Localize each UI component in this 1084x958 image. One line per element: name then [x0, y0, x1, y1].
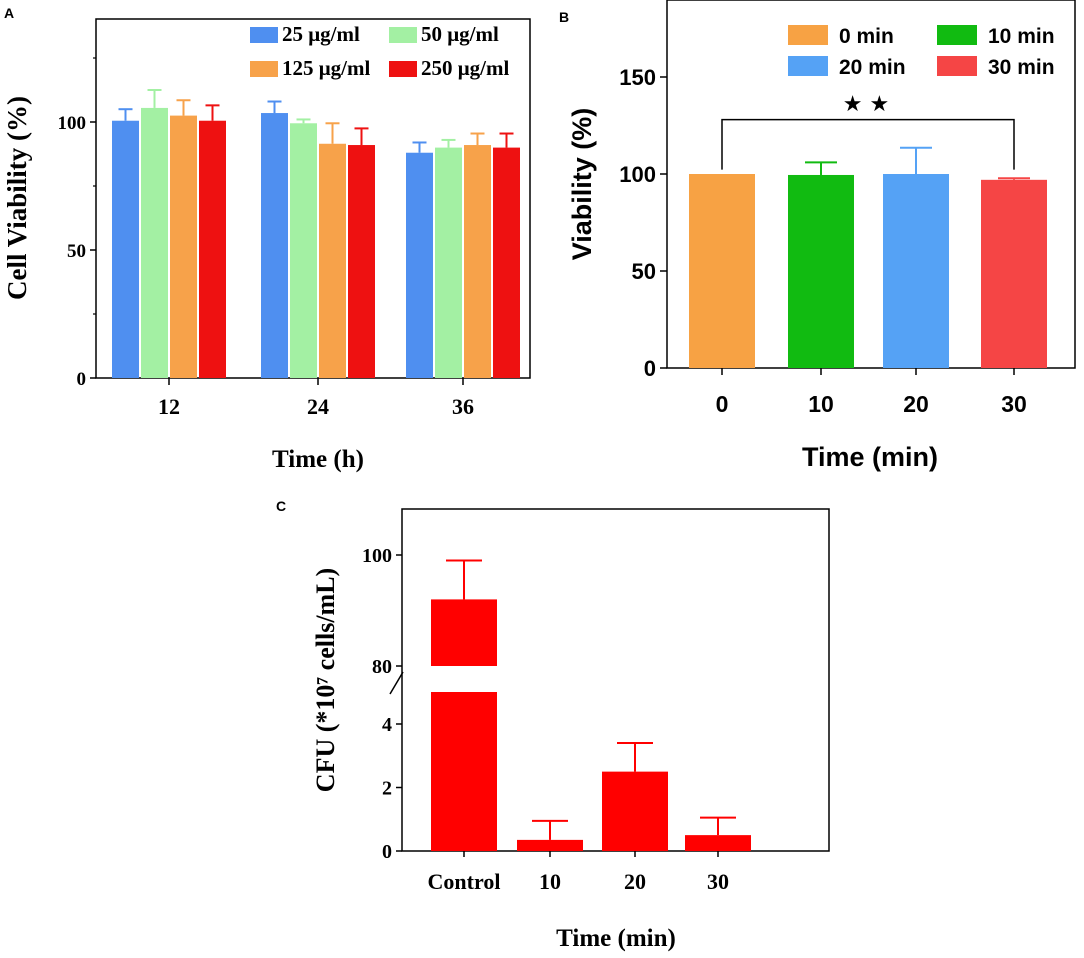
panel-b-xtick-label: 0: [716, 391, 729, 417]
axis-break-mark: [389, 671, 404, 695]
panel-b-legend-swatch: [788, 25, 828, 45]
panel-b-ytick-label: 150: [619, 65, 656, 90]
significance-stars: ★ ★: [843, 92, 889, 117]
panel-a-bar: [170, 115, 197, 378]
panel-c-ytick-label: 4: [382, 714, 392, 736]
panel-c-xtick-label: 20: [624, 869, 646, 894]
panel-a-xtick-label: 12: [158, 394, 180, 419]
panel-a-legend-label: 25 μg/ml: [282, 22, 360, 46]
panel-c-bar: [431, 599, 497, 666]
panel-c-bar: [685, 835, 751, 851]
panel-b-ytick-label: 0: [644, 356, 656, 381]
panel-a-bar: [435, 147, 462, 378]
panel-b-xtick-label: 10: [808, 391, 834, 417]
panel-b-marks: 0 50 100 150 0 10 20 30 0 min 10 min 20 min 30 min: [619, 25, 1055, 417]
panel-a-bar: [319, 143, 346, 378]
panel-b-legend-swatch: [788, 56, 828, 76]
panel-a-xlabel: Time (h): [272, 446, 364, 473]
panel-c-ytick-label: 2: [382, 778, 392, 800]
panel-c-xtick-label: Control: [428, 869, 501, 894]
panel-a-bar: [406, 152, 433, 378]
panel-b-legend-label: 20 min: [839, 56, 906, 79]
panel-b-frame: [666, 0, 1076, 369]
panel-a-bar: [261, 113, 288, 378]
panel-c-ytick-label: 80: [372, 656, 392, 678]
panel-b-bar: [788, 174, 854, 368]
panel-b-xlabel: Time (min): [802, 442, 938, 472]
panel-a-label: A: [4, 5, 14, 21]
panel-a-bar: [290, 123, 317, 378]
panel-c-ytick-label: 0: [382, 841, 392, 863]
panel-c-label: C: [276, 498, 286, 514]
panel-b-ytick-label: 100: [619, 162, 656, 187]
panel-a-bar: [112, 120, 139, 378]
panel-b-legend-swatch: [937, 56, 977, 76]
panel-b-legend-label: 30 min: [988, 56, 1055, 79]
panel-a-bar: [141, 107, 168, 379]
panel-b-bar: [883, 174, 949, 368]
panel-c-marks: 0 2 4 80 100 Control 10 20 30: [362, 545, 751, 894]
panel-a-bar: [199, 120, 226, 378]
panel-b-ylabel: Viability (%): [567, 108, 597, 261]
panel-a-marks: 0 50 100 12 24 36 25 μg/ml 50 μg/ml 125 μg/ml 250…: [58, 22, 520, 419]
panel-c-xtick-label: 30: [707, 869, 729, 894]
panel-a-bar: [348, 145, 375, 378]
panel-c-ytick-label: 100: [362, 545, 392, 567]
panel-a-xtick-label: 36: [452, 394, 474, 419]
panel-a-ylabel: Cell Viability (%): [2, 96, 32, 300]
panel-a-xtick-label: 24: [307, 394, 329, 419]
panel-b-legend-label: 10 min: [988, 25, 1055, 48]
panel-c-ylabel: CFU (*10⁷ cells/mL): [311, 568, 340, 792]
panel-a-ytick-label: 0: [77, 369, 87, 390]
panel-b-legend-label: 0 min: [839, 25, 894, 48]
panel-c-bar: [431, 692, 497, 851]
panel-b-xtick-label: 20: [903, 391, 929, 417]
panel-b-xtick-label: 30: [1001, 391, 1027, 417]
panel-a-legend-label: 50 μg/ml: [421, 22, 499, 46]
panel-a-legend-swatch: [389, 27, 417, 43]
panel-b-ytick-label: 50: [632, 259, 656, 284]
panel-b-legend-swatch: [937, 25, 977, 45]
panel-a-legend-swatch: [250, 27, 278, 43]
panel-b-bar: [689, 174, 755, 368]
panel-a-legend-label: 250 μg/ml: [421, 56, 509, 80]
panel-a-ytick-label: 50: [67, 241, 86, 262]
panel-b-bar: [981, 179, 1047, 368]
panel-c-xlabel: Time (min): [556, 925, 676, 952]
panel-b-label: B: [559, 9, 569, 25]
panel-a-ytick-label: 100: [58, 113, 87, 134]
significance-bracket: [721, 118, 1015, 170]
panel-c-bar: [602, 771, 668, 851]
panel-a-legend-swatch: [389, 61, 417, 77]
panel-a-bar: [493, 147, 520, 378]
panel-c-bar: [517, 839, 583, 851]
panel-a-legend-swatch: [250, 61, 278, 77]
panel-a-bar: [464, 145, 491, 378]
panel-a-legend-label: 125 μg/ml: [282, 56, 370, 80]
panel-c-xtick-label: 10: [539, 869, 561, 894]
